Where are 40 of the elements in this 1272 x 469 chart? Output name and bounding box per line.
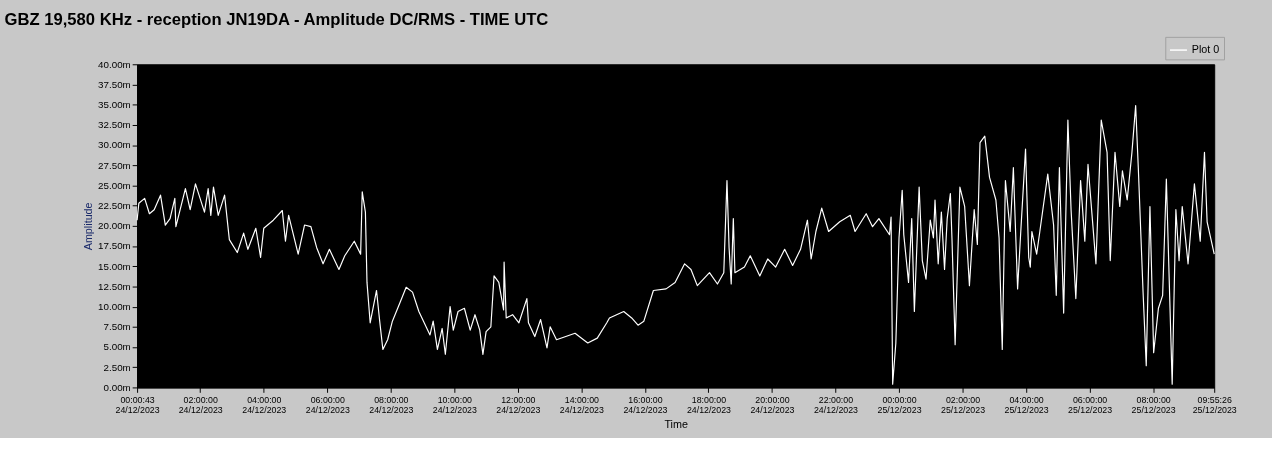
- y-tick-label: 22.50m: [98, 200, 131, 212]
- y-tick-label: 5.00m: [103, 341, 131, 353]
- y-tick-label: 32.50m: [98, 119, 131, 131]
- y-tick-label: 25.00m: [98, 179, 131, 191]
- x-tick-label: 00:00:00 25/12/2023: [877, 394, 922, 416]
- y-tick-label: 7.50m: [103, 321, 131, 333]
- x-tick-label: 22:00:00 24/12/2023: [813, 394, 859, 416]
- x-tick-label: 06:00:00 25/12/2023: [1068, 394, 1113, 416]
- x-tick-label: 00:00:43 24/12/2023: [115, 394, 160, 416]
- x-tick-label: 08:00:00 25/12/2023: [1131, 394, 1176, 416]
- x-tick-label: 18:00:00 24/12/2023: [686, 394, 732, 416]
- y-tick-label: 37.50m: [98, 78, 131, 90]
- y-tick-label: 17.50m: [98, 240, 131, 252]
- x-axis-title: Time: [664, 418, 688, 431]
- x-tick-label: 02:00:00 24/12/2023: [178, 394, 223, 416]
- chart-title: GBZ 19,580 KHz - reception JN19DA - Amplitude DC/RMS - TIME UTC: [4, 9, 549, 29]
- y-tick-label: 2.50m: [103, 361, 131, 373]
- legend-label: Plot 0: [1191, 43, 1220, 56]
- x-tick-label: 12:00:00 24/12/2023: [496, 394, 541, 416]
- y-tick-label: 10.00m: [98, 301, 131, 313]
- y-tick-label: 0.00m: [103, 381, 131, 393]
- x-tick-label: 04:00:00 25/12/2023: [1004, 394, 1049, 416]
- x-tick-label: 09:55:26 25/12/2023: [1192, 394, 1237, 416]
- y-axis-title: Amplitude: [82, 202, 95, 251]
- y-tick-label: 12.50m: [98, 280, 131, 292]
- x-tick-label: 14:00:00 24/12/2023: [559, 394, 604, 416]
- y-tick-label: 30.00m: [98, 139, 131, 151]
- x-tick-label: 16:00:00 24/12/2023: [623, 394, 668, 416]
- x-tick-label: 02:00:00 25/12/2023: [941, 394, 986, 416]
- y-tick-label: 20.00m: [98, 220, 131, 232]
- y-tick-label: 27.50m: [98, 159, 131, 171]
- x-tick-label: 08:00:00 24/12/2023: [369, 394, 414, 416]
- y-tick-label: 15.00m: [98, 260, 131, 272]
- y-tick-label: 40.00m: [98, 58, 131, 70]
- x-tick-label: 20:00:00 24/12/2023: [750, 394, 795, 416]
- x-tick-label: 04:00:00 24/12/2023: [242, 394, 287, 416]
- x-tick-label: 10:00:00 24/12/2023: [432, 394, 477, 416]
- line-series: [136, 104, 1215, 385]
- x-tick-label: 06:00:00 24/12/2023: [305, 394, 350, 416]
- y-tick-label: 35.00m: [98, 99, 131, 111]
